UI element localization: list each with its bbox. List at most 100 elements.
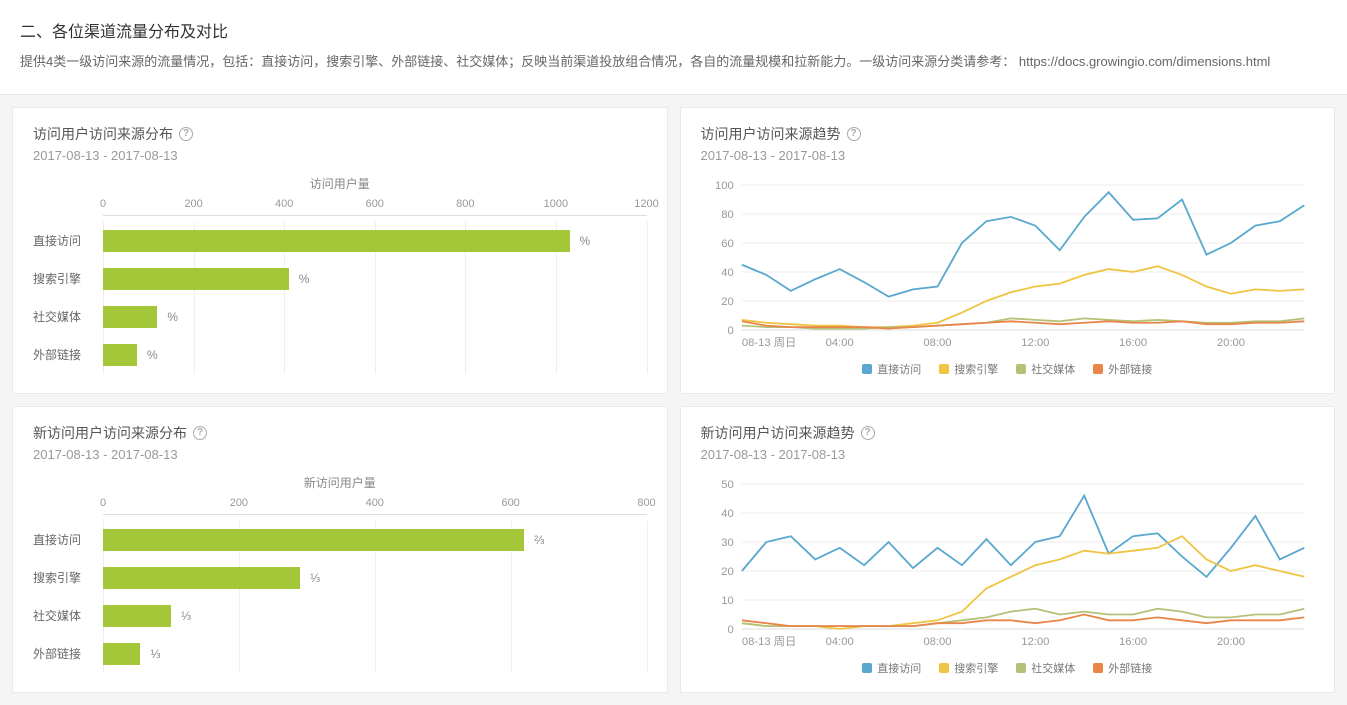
bar[interactable] xyxy=(103,306,157,328)
reference-link[interactable]: https://docs.growingio.com/dimensions.ht… xyxy=(1019,54,1270,69)
info-icon[interactable]: ? xyxy=(193,426,207,440)
bar-chart-visit: 访问用户量020040060080010001200直接访问%搜索引擎%社交媒体… xyxy=(33,175,647,374)
y-tick-label: 0 xyxy=(727,325,733,337)
legend-label: 直接访问 xyxy=(877,660,921,676)
card-title: 新访问用户访问来源分布 ? xyxy=(33,423,647,443)
x-tick-label: 12:00 xyxy=(1021,337,1049,349)
card-visit-source-trend: 访问用户访问来源趋势 ? 2017-08-13 - 2017-08-13 0 20… xyxy=(680,107,1336,394)
bar[interactable] xyxy=(103,567,300,589)
y-tick-label: 20 xyxy=(721,296,733,308)
legend-item[interactable]: 搜索引擎 xyxy=(939,660,998,676)
axis-title: 新访问用户量 xyxy=(33,474,647,491)
x-tick-label: 08:00 xyxy=(923,337,951,349)
chart-legend: 直接访问 搜索引擎 社交媒体 外部链接 xyxy=(701,361,1315,377)
y-tick-label: 20 xyxy=(721,566,733,578)
series-line-social[interactable] xyxy=(741,608,1303,625)
card-new-visit-source-distribution: 新访问用户访问来源分布 ? 2017-08-13 - 2017-08-13 新访… xyxy=(12,406,668,693)
x-tick-label: 400 xyxy=(366,497,384,509)
legend-item[interactable]: 直接访问 xyxy=(862,660,921,676)
legend-swatch xyxy=(939,364,949,374)
x-tick-label: 1200 xyxy=(634,198,658,210)
legend-swatch xyxy=(1016,364,1026,374)
bar-row: 外部链接% xyxy=(103,336,647,374)
y-tick-label: 30 xyxy=(721,537,733,549)
bar[interactable] xyxy=(103,529,524,551)
legend-label: 社交媒体 xyxy=(1031,361,1075,377)
legend-swatch xyxy=(939,663,949,673)
line-chart-new-visit: 0102030405008-13 周日04:0008:0012:0016:002… xyxy=(701,474,1315,654)
bar[interactable] xyxy=(103,268,289,290)
category-label: 外部链接 xyxy=(33,346,95,363)
y-tick-label: 50 xyxy=(721,479,733,491)
legend-swatch xyxy=(1093,663,1103,673)
line-chart-svg: 02040608010008-13 周日04:0008:0012:0016:00… xyxy=(701,175,1315,355)
x-tick-label: 16:00 xyxy=(1119,337,1147,349)
info-icon[interactable]: ? xyxy=(861,426,875,440)
series-line-external[interactable] xyxy=(741,614,1303,626)
x-tick-label: 1000 xyxy=(544,198,568,210)
section-header: 二、各位渠道流量分布及对比 提供4类一级访问来源的流量情况，包括：直接访问，搜索… xyxy=(0,0,1347,95)
info-icon[interactable]: ? xyxy=(847,127,861,141)
legend-swatch xyxy=(1093,364,1103,374)
card-visit-source-distribution: 访问用户访问来源分布 ? 2017-08-13 - 2017-08-13 访问用… xyxy=(12,107,668,394)
bar-row: 社交媒体⅓ xyxy=(103,597,647,635)
bar-plot-area: 直接访问⅔搜索引擎⅓社交媒体⅓外部链接⅓ xyxy=(103,521,647,673)
card-title-text: 新访问用户访问来源分布 xyxy=(33,423,187,443)
x-tick-label: 200 xyxy=(184,198,202,210)
description-text: 提供4类一级访问来源的流量情况，包括：直接访问，搜索引擎、外部链接、社交媒体；反… xyxy=(20,54,1015,69)
x-tick-label: 600 xyxy=(366,198,384,210)
x-tick-label: 200 xyxy=(230,497,248,509)
x-tick-label: 04:00 xyxy=(825,337,853,349)
bar-row: 搜索引擎% xyxy=(103,260,647,298)
legend-item[interactable]: 外部链接 xyxy=(1093,361,1152,377)
series-line-search[interactable] xyxy=(741,536,1303,629)
legend-swatch xyxy=(1016,663,1026,673)
bar[interactable] xyxy=(103,643,140,665)
bar-value-label: ⅓ xyxy=(150,647,160,661)
card-title: 访问用户访问来源趋势 ? xyxy=(701,124,1315,144)
category-label: 社交媒体 xyxy=(33,607,95,624)
series-line-direct[interactable] xyxy=(741,192,1303,296)
card-title-text: 新访问用户访问来源趋势 xyxy=(701,423,855,443)
bar-row: 外部链接⅓ xyxy=(103,635,647,673)
x-tick-label: 400 xyxy=(275,198,293,210)
x-tick-label: 16:00 xyxy=(1119,636,1147,648)
x-tick-label: 20:00 xyxy=(1216,636,1244,648)
legend-item[interactable]: 外部链接 xyxy=(1093,660,1152,676)
info-icon[interactable]: ? xyxy=(179,127,193,141)
x-tick-label: 04:00 xyxy=(825,636,853,648)
x-axis: 020040060080010001200 xyxy=(103,198,647,216)
category-label: 直接访问 xyxy=(33,232,95,249)
grid-line xyxy=(647,521,648,673)
x-tick-label: 800 xyxy=(637,497,655,509)
x-tick-label: 12:00 xyxy=(1021,636,1049,648)
series-line-direct[interactable] xyxy=(741,495,1303,576)
x-tick-label: 800 xyxy=(456,198,474,210)
card-date-range: 2017-08-13 - 2017-08-13 xyxy=(701,447,1315,462)
bar[interactable] xyxy=(103,344,137,366)
legend-item[interactable]: 搜索引擎 xyxy=(939,361,998,377)
bar-value-label: % xyxy=(299,272,310,286)
category-label: 搜索引擎 xyxy=(33,270,95,287)
bar[interactable] xyxy=(103,230,570,252)
bar-row: 直接访问% xyxy=(103,222,647,260)
x-tick-label: 0 xyxy=(100,497,106,509)
legend-item[interactable]: 社交媒体 xyxy=(1016,660,1075,676)
bar-row: 社交媒体% xyxy=(103,298,647,336)
bar-row: 直接访问⅔ xyxy=(103,521,647,559)
bar-value-label: % xyxy=(147,348,158,362)
x-tick-label: 0 xyxy=(100,198,106,210)
card-date-range: 2017-08-13 - 2017-08-13 xyxy=(701,148,1315,163)
dashboard-grid: 访问用户访问来源分布 ? 2017-08-13 - 2017-08-13 访问用… xyxy=(0,95,1347,705)
card-title-text: 访问用户访问来源趋势 xyxy=(701,124,841,144)
category-label: 社交媒体 xyxy=(33,308,95,325)
legend-label: 搜索引擎 xyxy=(954,361,998,377)
legend-item[interactable]: 社交媒体 xyxy=(1016,361,1075,377)
legend-item[interactable]: 直接访问 xyxy=(862,361,921,377)
legend-swatch xyxy=(862,364,872,374)
legend-label: 搜索引擎 xyxy=(954,660,998,676)
bar[interactable] xyxy=(103,605,171,627)
x-tick-label: 20:00 xyxy=(1216,337,1244,349)
card-title: 访问用户访问来源分布 ? xyxy=(33,124,647,144)
card-new-visit-source-trend: 新访问用户访问来源趋势 ? 2017-08-13 - 2017-08-13 01… xyxy=(680,406,1336,693)
